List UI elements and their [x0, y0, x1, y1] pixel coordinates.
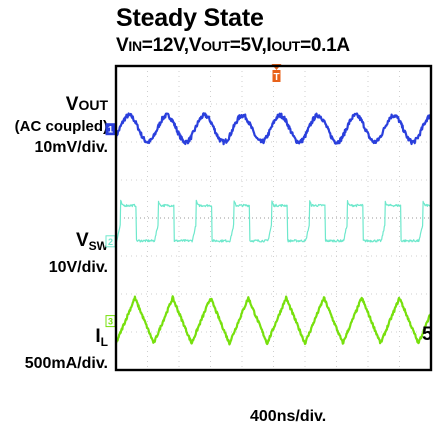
channel-marker-3: 3 [105, 315, 116, 328]
scope-grid [116, 66, 431, 370]
trace-1 [114, 112, 432, 146]
channel-marker-1: 1 [105, 123, 116, 136]
right-edge-label: 5 [422, 324, 433, 345]
vsw-channel-label: VSW 10V/div. [48, 230, 108, 276]
chart-title: Steady State [116, 4, 264, 32]
channel-marker-2: 2 [105, 235, 116, 248]
il-channel-label: IL 500mA/div. [24, 326, 108, 372]
trace-3 [114, 295, 433, 346]
svg-text:1: 1 [108, 125, 113, 135]
svg-text:3: 3 [108, 317, 113, 327]
scope-markers: 1 2 3 T 5 [105, 64, 433, 345]
svg-text:2: 2 [108, 237, 113, 247]
vout-channel-label: VOUT (AC coupled) 10mV/div. [14, 94, 108, 156]
scope-frame [114, 64, 433, 372]
scope-traces [114, 112, 433, 346]
svg-text:T: T [273, 72, 279, 83]
chart-subtitle: VIN=12V,VOUT=5V,IOUT=0.1A [116, 35, 350, 56]
x-axis-label: 400ns/div. [250, 408, 327, 425]
trace-2 [115, 199, 432, 243]
